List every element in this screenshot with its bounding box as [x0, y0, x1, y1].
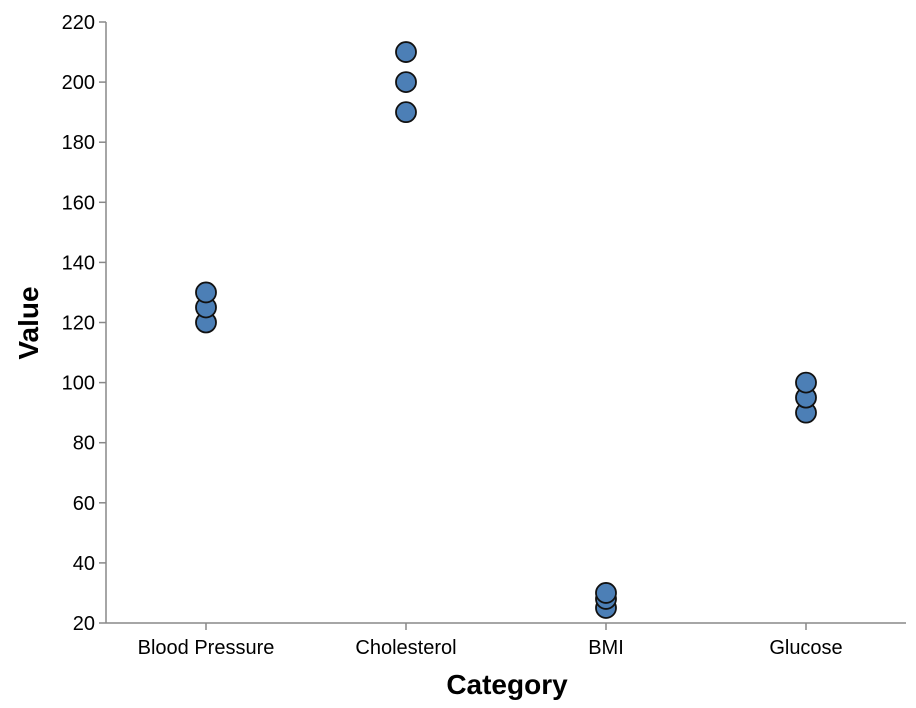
data-point: [395, 71, 417, 93]
y-tick-label: 160: [62, 192, 95, 214]
y-tick-label: 40: [73, 553, 95, 575]
data-point: [395, 101, 417, 124]
y-tick-label: 180: [62, 132, 95, 154]
y-tick-label: 100: [62, 373, 95, 395]
y-tick-label: 140: [62, 252, 95, 274]
data-point: [195, 281, 217, 304]
data-point: [595, 582, 617, 604]
y-tick-label: 200: [62, 72, 95, 94]
y-tick-label: 20: [73, 613, 95, 635]
y-tick-label: 220: [62, 12, 95, 34]
data-point: [795, 371, 817, 394]
y-tick-label: 80: [73, 433, 95, 455]
data-point: [395, 41, 417, 63]
y-axis-title: Value: [13, 286, 44, 359]
x-tick-label: BMI: [588, 637, 624, 659]
y-tick-label: 120: [62, 313, 95, 335]
x-tick-label: Glucose: [769, 637, 842, 659]
x-axis-title: Category: [446, 669, 568, 700]
plot-area: 20 40 60 80 100 120 140 160 180 200 220 Blood Press…: [62, 12, 906, 659]
x-tick-label: Blood Pressure: [138, 637, 275, 659]
x-tick-label: Cholesterol: [355, 637, 456, 659]
y-tick-label: 60: [73, 493, 95, 515]
